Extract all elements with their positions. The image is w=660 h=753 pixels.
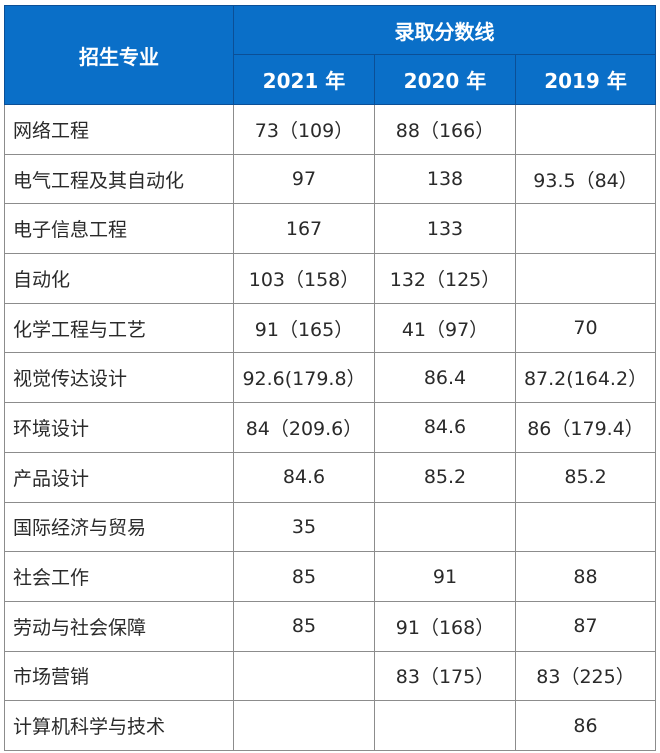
- major-cell: 自动化: [4, 253, 234, 304]
- score-2020-cell: 88（166）: [374, 104, 516, 155]
- score-2019-cell: [514, 253, 657, 304]
- major-cell: 视觉传达设计: [4, 352, 234, 404]
- score-2020-cell: [374, 501, 516, 553]
- table-row: 劳动与社会保障 85 91（168） 87: [4, 600, 657, 652]
- major-cell: 电气工程及其自动化: [4, 153, 234, 205]
- table-row: 化学工程与工艺 91（165） 41（97） 70: [4, 302, 657, 354]
- score-2019-cell: [514, 104, 657, 155]
- table-row: 自动化 103（158） 132（125）: [4, 253, 657, 304]
- score-2020-cell: 91: [374, 551, 516, 602]
- table-row: 市场营销 83（175） 83（225）: [4, 650, 657, 702]
- admission-score-table: 招生专业 录取分数线 2021 年 2020 年 2019 年 网络工程 73（…: [4, 5, 657, 751]
- score-2021-cell: 85: [233, 600, 375, 652]
- score-2020-cell: 41（97）: [374, 302, 516, 354]
- score-2020-cell: 86.4: [374, 352, 516, 404]
- score-2021-cell: 91（165）: [233, 302, 375, 354]
- score-2021-cell: 84.6: [233, 451, 375, 503]
- major-cell: 电子信息工程: [4, 203, 234, 255]
- header-row-years: 2021 年 2020 年 2019 年: [5, 54, 657, 105]
- major-cell: 市场营销: [4, 650, 234, 702]
- score-2020-cell: 84.6: [374, 402, 516, 453]
- header-year-2020: 2020 年: [374, 54, 516, 105]
- score-2020-cell: [374, 700, 516, 751]
- score-2019-cell: 87: [514, 600, 657, 652]
- table-row: 电气工程及其自动化 97 138 93.5（84）: [4, 153, 657, 205]
- table-row: 产品设计 84.6 85.2 85.2: [4, 451, 657, 503]
- score-2021-cell: 103（158）: [233, 253, 375, 304]
- score-2021-cell: [233, 700, 375, 751]
- table-row: 计算机科学与技术 86: [4, 700, 657, 751]
- major-cell: 环境设计: [4, 402, 234, 453]
- score-2020-cell: 132（125）: [374, 253, 516, 304]
- table-row: 环境设计 84（209.6） 84.6 86（179.4）: [4, 402, 657, 453]
- header-year-2019: 2019 年: [514, 54, 657, 105]
- score-2019-cell: 93.5（84）: [514, 153, 657, 205]
- header-row-group: 招生专业 录取分数线: [4, 5, 657, 105]
- score-2021-cell: 85: [233, 551, 375, 602]
- score-2019-cell: [514, 203, 657, 255]
- score-2021-cell: 73（109）: [233, 104, 375, 155]
- score-2019-cell: 86（179.4）: [514, 402, 657, 453]
- score-2019-cell: 88: [514, 551, 657, 602]
- table-row: 社会工作 85 91 88: [4, 551, 657, 602]
- score-2020-cell: 138: [374, 153, 516, 205]
- header-major: 招生专业: [4, 5, 234, 105]
- score-2021-cell: 92.6(179.8）: [233, 352, 375, 404]
- score-2021-cell: 97: [233, 153, 375, 205]
- major-cell: 产品设计: [4, 451, 234, 503]
- score-2019-cell: [514, 501, 657, 553]
- major-cell: 计算机科学与技术: [4, 700, 234, 751]
- score-2019-cell: 86: [514, 700, 657, 751]
- table-row: 视觉传达设计 92.6(179.8） 86.4 87.2(164.2）: [4, 352, 657, 404]
- score-2020-cell: 91（168）: [374, 600, 516, 652]
- major-cell: 网络工程: [4, 104, 234, 155]
- score-2019-cell: 70: [514, 302, 657, 354]
- score-2020-cell: 83（175）: [374, 650, 516, 702]
- score-2020-cell: 85.2: [374, 451, 516, 503]
- major-cell: 化学工程与工艺: [4, 302, 234, 354]
- major-cell: 国际经济与贸易: [4, 501, 234, 553]
- score-2021-cell: 167: [233, 203, 375, 255]
- score-2019-cell: 83（225）: [514, 650, 657, 702]
- table-row: 电子信息工程 167 133: [4, 203, 657, 255]
- header-score-group: 录取分数线: [232, 5, 657, 55]
- table-row: 网络工程 73（109） 88（166）: [4, 104, 657, 155]
- score-2019-cell: 87.2(164.2）: [514, 352, 657, 404]
- score-2021-cell: [233, 650, 375, 702]
- table-row: 国际经济与贸易 35: [4, 501, 657, 553]
- score-2019-cell: 85.2: [514, 451, 657, 503]
- score-2021-cell: 35: [233, 501, 375, 553]
- header-year-2021: 2021 年: [233, 54, 375, 105]
- score-2021-cell: 84（209.6）: [233, 402, 375, 453]
- major-cell: 社会工作: [4, 551, 234, 602]
- score-2020-cell: 133: [374, 203, 516, 255]
- major-cell: 劳动与社会保障: [4, 600, 234, 652]
